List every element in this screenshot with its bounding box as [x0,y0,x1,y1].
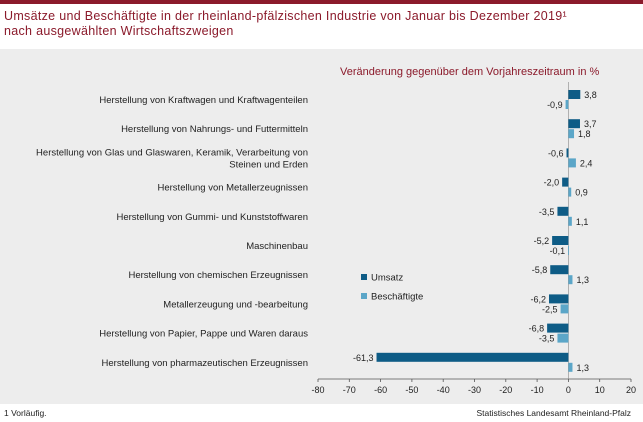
data-label: -5,8 [532,265,548,275]
legend-label: Umsatz [371,273,403,284]
legend-label: Beschäftigte [371,292,423,303]
x-tick-label: -30 [468,385,481,395]
data-label: -5,2 [534,236,550,246]
bar-beschaeftigte [568,187,572,197]
data-label: 3,8 [584,90,597,100]
bar-beschaeftigte [568,246,569,255]
x-tick-label: -80 [311,385,324,395]
source-note: Statistisches Landesamt Rheinland-Pfalz [476,408,632,418]
data-label: -2,5 [542,304,558,314]
data-label: -3,5 [539,207,555,217]
bar-umsatz [557,206,569,216]
data-label: 1,3 [576,363,589,373]
bar-beschaeftigte [568,275,573,285]
bar-umsatz [550,265,569,275]
x-tick-label: -70 [343,385,356,395]
chart-title-line-2: nach ausgewählten Wirtschaftszweigen [4,24,234,38]
bar-umsatz [547,323,569,333]
chart-panel [0,49,643,404]
category-label: Herstellung von pharmazeutischen Erzeugn… [102,358,308,369]
bar-umsatz [376,352,569,362]
bar-beschaeftigte [557,333,569,343]
bar-beschaeftigte [565,100,569,109]
x-tick-label: -10 [531,385,544,395]
bar-beschaeftigte [560,304,569,314]
legend-swatch-beschaeftigte [361,293,367,299]
bar-umsatz [568,90,581,99]
chart-subtitle: Veränderung gegenüber dem Vorjahreszeitr… [340,66,600,78]
x-tick-label: -20 [499,385,512,395]
category-label: Herstellung von Gummi- und Kunststoffwar… [117,212,309,223]
x-tick-label: 0 [566,385,571,395]
bar-beschaeftigte [568,129,575,139]
bar-beschaeftigte [568,158,576,168]
bar-umsatz [548,294,569,304]
bar-umsatz [566,148,569,158]
data-label: -3,5 [539,334,555,344]
x-tick-label: 20 [626,385,636,395]
legend-swatch-umsatz [361,274,367,280]
data-label: -6,2 [530,294,546,304]
data-label: 1,3 [576,275,589,285]
bar-beschaeftigte [568,362,573,372]
category-label: Maschinenbau [246,241,308,252]
x-tick-label: -50 [405,385,418,395]
data-label: 1,1 [576,217,589,227]
data-label: 2,4 [580,158,593,168]
bar-umsatz [552,236,569,245]
data-label: 0,9 [575,188,588,198]
category-label: Herstellung von Glas und Glaswaren, Kera… [36,147,308,158]
chart-title: Umsätze und Beschäftigte in der rheinlan… [4,9,624,39]
footnote: 1 Vorläufig. [4,408,47,418]
data-label: -2,0 [544,178,560,188]
data-label: 1,8 [578,129,591,139]
category-label: Herstellung von Nahrungs- und Futtermitt… [121,124,308,135]
data-label: -61,3 [353,353,374,363]
bar-umsatz [562,177,569,187]
bar-beschaeftigte [568,216,572,226]
x-tick-label: -60 [374,385,387,395]
data-label: -6,8 [529,324,545,334]
category-label: Herstellung von Papier, Pappe und Waren … [99,329,308,340]
category-label: Herstellung von Kraftwagen und Kraftwage… [99,95,308,106]
chart-title-line-1: Umsätze und Beschäftigte in der rheinlan… [4,9,567,23]
top-accent-bar [0,0,643,4]
data-label: -0,9 [547,100,563,110]
data-label: -0,6 [548,148,564,158]
category-label: Herstellung von Metallerzeugnissen [158,183,309,194]
bar-umsatz [568,119,580,129]
data-label: 3,7 [584,119,597,129]
category-label: Metallerzeugung und -bearbeitung [163,299,308,310]
data-label: -0,1 [550,246,566,256]
category-label: Herstellung von chemischen Erzeugnissen [128,270,308,281]
category-label: Steinen und Erden [229,159,308,170]
x-tick-label: 10 [595,385,605,395]
x-tick-label: -40 [437,385,450,395]
